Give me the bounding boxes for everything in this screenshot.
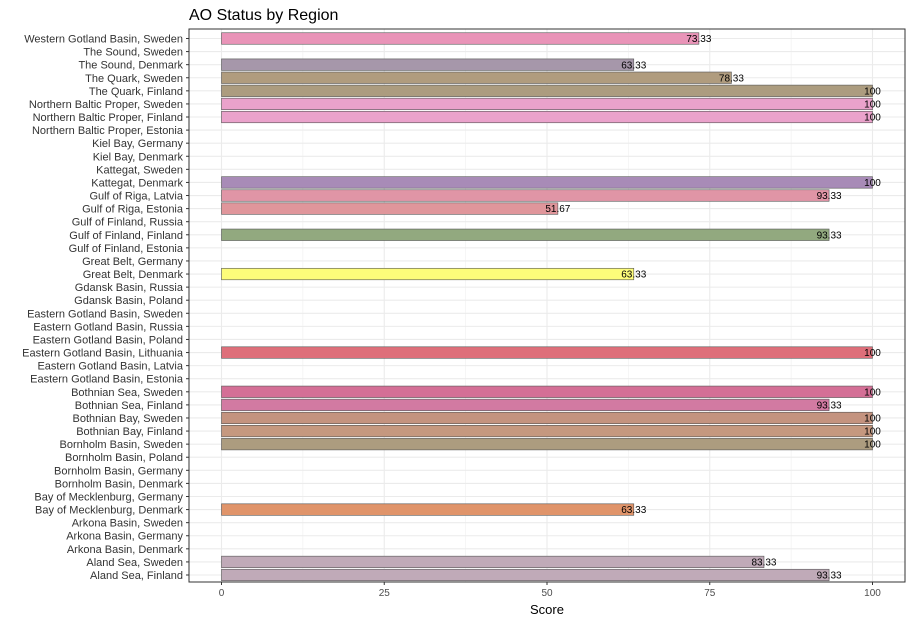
x-tick-label: 75	[704, 588, 716, 599]
y-tick-label: Aland Sea, Sweden	[86, 557, 183, 569]
y-tick-label: The Quark, Sweden	[85, 73, 183, 85]
x-tick-label: 25	[379, 588, 391, 599]
y-tick-label: Eastern Gotland Basin, Russia	[33, 321, 184, 333]
y-tick-label: Eastern Gotland Basin, Sweden	[27, 308, 183, 320]
y-tick-label: Northern Baltic Proper, Estonia	[32, 125, 184, 137]
y-tick-label: Northern Baltic Proper, Sweden	[29, 99, 183, 111]
y-tick-label: Kiel Bay, Denmark	[93, 151, 184, 163]
data-label: 100	[864, 440, 881, 451]
data-labels: 73.33 63.33 78.33 100 100 100 100 93.33 51.67 93.…	[545, 34, 881, 582]
bar	[221, 202, 559, 215]
y-tick-label: Bothnian Sea, Sweden	[71, 387, 183, 399]
data-label: 100	[864, 414, 881, 425]
bar	[221, 267, 635, 281]
data-label: 100	[864, 86, 881, 97]
y-tick-label: Bothnian Bay, Finland	[76, 426, 183, 438]
data-label: 100	[864, 100, 881, 111]
x-axis-label: Score	[530, 602, 564, 617]
y-tick-label: Eastern Gotland Basin, Latvia	[37, 361, 183, 373]
y-tick-label: Eastern Gotland Basin, Estonia	[30, 374, 184, 386]
y-tick-label: Bothnian Bay, Sweden	[73, 413, 183, 425]
data-label: 100	[864, 427, 881, 438]
y-tick-label: Great Belt, Germany	[82, 256, 183, 268]
bar	[221, 346, 873, 359]
data-label: 100	[864, 178, 881, 189]
data-label: 83.33	[751, 558, 776, 569]
y-tick-label: Gulf of Finland, Estonia	[69, 243, 184, 255]
x-axis-ticks: 0 25 50 75 100	[219, 582, 881, 599]
bar	[221, 110, 873, 124]
x-tick-label: 0	[219, 588, 225, 599]
y-tick-label: Gulf of Riga, Latvia	[89, 191, 183, 203]
y-tick-label: Western Gotland Basin, Sweden	[24, 34, 183, 46]
data-label: 93.33	[817, 571, 842, 582]
bar	[221, 568, 830, 582]
bar	[221, 71, 732, 84]
y-tick-label: The Quark, Finland	[89, 86, 183, 98]
data-label: 100	[864, 348, 881, 359]
y-tick-label: Aland Sea, Finland	[90, 570, 183, 582]
data-label: 73.33	[686, 34, 711, 45]
y-tick-label: Bay of Mecklenburg, Germany	[34, 491, 183, 503]
y-tick-label: Arkona Basin, Sweden	[72, 518, 183, 530]
y-tick-label: Bornholm Basin, Sweden	[59, 439, 183, 451]
x-tick-label: 100	[864, 588, 881, 599]
y-tick-label: Kattegat, Denmark	[91, 177, 183, 189]
data-label: 63.33	[621, 270, 646, 281]
y-tick-label: Bay of Mecklenburg, Denmark	[35, 505, 183, 517]
y-tick-label: The Sound, Sweden	[83, 47, 183, 59]
y-tick-label: Gulf of Riga, Estonia	[82, 204, 184, 216]
y-tick-label: The Sound, Denmark	[78, 60, 183, 72]
y-tick-label: Bornholm Basin, Denmark	[55, 478, 184, 490]
bar	[221, 438, 873, 451]
y-tick-label: Arkona Basin, Denmark	[67, 544, 184, 556]
data-label: 63.33	[621, 60, 646, 71]
bar	[221, 555, 765, 568]
data-label: 51.67	[545, 204, 570, 215]
y-tick-label: Eastern Gotland Basin, Poland	[33, 334, 183, 346]
bar	[221, 411, 873, 425]
data-label: 63.33	[621, 505, 646, 516]
x-tick-label: 50	[541, 588, 553, 599]
bars	[221, 32, 873, 582]
bar	[221, 189, 830, 202]
y-tick-label: Gulf of Finland, Finland	[69, 230, 183, 242]
bar	[221, 176, 873, 189]
data-label: 78.33	[719, 73, 744, 84]
y-tick-label: Kiel Bay, Germany	[92, 138, 183, 150]
y-tick-label: Bornholm Basin, Poland	[65, 452, 183, 464]
y-tick-label: Gdansk Basin, Russia	[75, 282, 184, 294]
y-tick-label: Eastern Gotland Basin, Lithuania	[22, 348, 184, 360]
bar	[221, 385, 873, 398]
y-tick-label: Bothnian Sea, Finland	[75, 400, 183, 412]
data-label: 100	[864, 113, 881, 124]
bar	[221, 32, 700, 45]
bar	[221, 398, 830, 411]
data-label: 93.33	[817, 400, 842, 411]
y-tick-label: Northern Baltic Proper, Finland	[33, 112, 183, 124]
y-tick-label: Kattegat, Sweden	[96, 164, 183, 176]
bar	[221, 228, 830, 241]
bar	[221, 425, 873, 438]
y-tick-label: Great Belt, Denmark	[83, 269, 184, 281]
y-tick-label: Bornholm Basin, Germany	[54, 465, 183, 477]
bar	[221, 84, 873, 97]
y-tick-label: Gulf of Finland, Russia	[72, 217, 184, 229]
chart-title: AO Status by Region	[189, 7, 338, 24]
y-tick-label: Arkona Basin, Germany	[66, 531, 183, 543]
y-tick-label: Gdansk Basin, Poland	[74, 295, 183, 307]
bar	[221, 97, 873, 110]
bar	[221, 58, 635, 71]
data-label: 93.33	[817, 230, 842, 241]
data-label: 100	[864, 387, 881, 398]
bar	[221, 503, 635, 516]
data-label: 93.33	[817, 191, 842, 202]
